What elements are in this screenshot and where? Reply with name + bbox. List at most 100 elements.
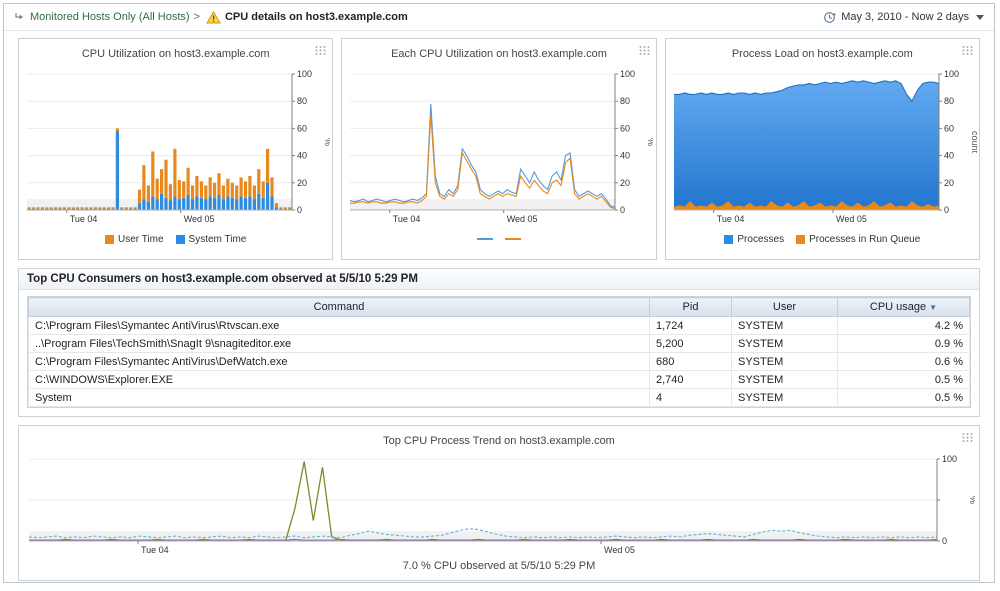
cell-command: C:\Program Files\Symantec AntiVirus\DefW… bbox=[28, 352, 650, 371]
chart-menu-icon[interactable] bbox=[961, 430, 974, 448]
svg-text:80: 80 bbox=[944, 96, 954, 106]
trend-caption: 7.0 % CPU observed at 5/5/10 5:29 PM bbox=[402, 560, 596, 572]
chart-menu-icon[interactable] bbox=[638, 43, 651, 61]
svg-text:Wed 05: Wed 05 bbox=[836, 214, 867, 224]
consumers-table-wrap: Command Pid User CPU usage ▼ C:\Program F… bbox=[27, 296, 971, 408]
svg-text:100: 100 bbox=[944, 69, 959, 79]
top-cpu-consumers-section: Top CPU Consumers on host3.example.com o… bbox=[18, 268, 980, 417]
consumers-table: Command Pid User CPU usage ▼ C:\Program F… bbox=[28, 297, 970, 407]
svg-text:20: 20 bbox=[620, 178, 630, 188]
column-header-cpu-usage[interactable]: CPU usage ▼ bbox=[837, 297, 970, 317]
chart-title: Each CPU Utilization on host3.example.co… bbox=[391, 48, 607, 60]
legend-label: System Time bbox=[188, 233, 247, 245]
svg-text:0: 0 bbox=[297, 205, 302, 215]
consumers-table-body: C:\Program Files\Symantec AntiVirus\Rtvs… bbox=[28, 316, 970, 407]
svg-text:Wed 05: Wed 05 bbox=[507, 214, 538, 224]
table-row[interactable]: System 4 SYSTEM 0.5 % bbox=[28, 388, 970, 407]
cell-pid: 2,740 bbox=[649, 370, 732, 389]
chart-title: Process Load on host3.example.com bbox=[731, 48, 913, 60]
legend-swatch bbox=[476, 238, 493, 240]
chart-menu-icon[interactable] bbox=[314, 43, 327, 61]
cell-command: C:\Program Files\Symantec AntiVirus\Rtvs… bbox=[28, 316, 650, 335]
svg-text:Wed 05: Wed 05 bbox=[184, 214, 215, 224]
chart-title: Top CPU Process Trend on host3.example.c… bbox=[383, 435, 615, 447]
cell-cpu-usage: 4.2 % bbox=[837, 316, 970, 335]
svg-text:0: 0 bbox=[942, 536, 947, 546]
svg-text:Tue 04: Tue 04 bbox=[141, 545, 169, 555]
cell-pid: 680 bbox=[649, 352, 732, 371]
breadcrumb-link[interactable]: Monitored Hosts Only (All Hosts) bbox=[30, 11, 190, 23]
svg-text:60: 60 bbox=[297, 123, 307, 133]
table-row[interactable]: C:\WINDOWS\Explorer.EXE 2,740 SYSTEM 0.5 % bbox=[28, 370, 970, 389]
legend-label: Processes bbox=[737, 233, 785, 245]
legend-swatch bbox=[175, 234, 185, 244]
svg-text:20: 20 bbox=[297, 178, 307, 188]
process-load-panel: Process Load on host3.example.com 0 20 40 6… bbox=[664, 38, 980, 260]
svg-text:100: 100 bbox=[942, 454, 957, 464]
process-load-chart[interactable]: 0 20 40 60 80 100 count Tue 04 Wed 05 bbox=[668, 68, 980, 226]
legend-item bbox=[504, 238, 521, 240]
cell-pid: 4 bbox=[649, 388, 732, 407]
dashboard-page: Monitored Hosts Only (All Hosts) > CPU d… bbox=[3, 3, 995, 583]
svg-text:60: 60 bbox=[620, 123, 630, 133]
legend-label: User Time bbox=[117, 233, 164, 245]
each-cpu-utilization-panel: Each CPU Utilization on host3.example.co… bbox=[341, 38, 657, 260]
consumers-table-header-row: Command Pid User CPU usage ▼ bbox=[28, 297, 970, 317]
svg-text:Tue 04: Tue 04 bbox=[70, 214, 98, 224]
svg-text:20: 20 bbox=[944, 178, 954, 188]
svg-text:100: 100 bbox=[620, 69, 635, 79]
cpu-utilization-chart[interactable]: 0 20 40 60 80 100% Tue 04 Wed 05 bbox=[21, 68, 333, 226]
svg-text:80: 80 bbox=[297, 96, 307, 106]
legend-item bbox=[476, 238, 493, 240]
top-cpu-process-trend-chart[interactable]: 0 100% Tue 04 Wed 05 bbox=[23, 453, 978, 557]
chart-title: CPU Utilization on host3.example.com bbox=[81, 48, 270, 60]
page-title: CPU details on host3.example.com bbox=[224, 11, 408, 23]
cell-user: SYSTEM bbox=[731, 316, 838, 335]
svg-text:40: 40 bbox=[620, 151, 630, 161]
cell-command: System bbox=[28, 388, 650, 407]
each-cpu-utilization-chart[interactable]: 0 20 40 60 80 100% Tue 04 Wed 05 bbox=[344, 68, 656, 226]
time-range-icon bbox=[823, 11, 837, 24]
cell-user: SYSTEM bbox=[731, 388, 838, 407]
column-header-user[interactable]: User bbox=[731, 297, 838, 317]
cpu-utilization-panel: CPU Utilization on host3.example.com 0 20… bbox=[18, 38, 334, 260]
time-range-label: May 3, 2010 - Now 2 days bbox=[841, 11, 969, 23]
charts-row: CPU Utilization on host3.example.com 0 20… bbox=[4, 31, 994, 264]
svg-text:0: 0 bbox=[944, 205, 949, 215]
cell-user: SYSTEM bbox=[731, 334, 838, 353]
cell-cpu-usage: 0.5 % bbox=[837, 388, 970, 407]
legend-swatch bbox=[724, 234, 734, 244]
svg-text:80: 80 bbox=[620, 96, 630, 106]
breadcrumb-separator: > bbox=[193, 11, 200, 23]
cell-command: ..\Program Files\TechSmith\SnagIt 9\snag… bbox=[28, 334, 650, 353]
cell-command: C:\WINDOWS\Explorer.EXE bbox=[28, 370, 650, 389]
chevron-down-icon bbox=[976, 14, 984, 20]
chart-legend: User Time System Time bbox=[19, 226, 332, 252]
chart-legend bbox=[342, 226, 655, 252]
table-row[interactable]: ..\Program Files\TechSmith\SnagIt 9\snag… bbox=[28, 334, 970, 353]
svg-text:60: 60 bbox=[944, 123, 954, 133]
cell-cpu-usage: 0.5 % bbox=[837, 370, 970, 389]
legend-swatch bbox=[104, 234, 114, 244]
cell-user: SYSTEM bbox=[731, 352, 838, 371]
svg-text:100: 100 bbox=[297, 69, 312, 79]
legend-item: System Time bbox=[175, 233, 247, 245]
svg-text:40: 40 bbox=[944, 151, 954, 161]
svg-text:Wed 05: Wed 05 bbox=[604, 545, 635, 555]
table-row[interactable]: C:\Program Files\Symantec AntiVirus\Rtvs… bbox=[28, 316, 970, 335]
breadcrumb-icon bbox=[14, 11, 26, 23]
svg-text:0: 0 bbox=[620, 205, 625, 215]
column-header-command[interactable]: Command bbox=[28, 297, 650, 317]
sort-desc-icon: ▼ bbox=[929, 303, 938, 312]
column-header-pid[interactable]: Pid bbox=[649, 297, 732, 317]
table-row[interactable]: C:\Program Files\Symantec AntiVirus\DefW… bbox=[28, 352, 970, 371]
legend-swatch bbox=[504, 238, 521, 240]
chart-menu-icon[interactable] bbox=[961, 43, 974, 61]
legend-item: Processes in Run Queue bbox=[796, 234, 920, 245]
top-cpu-process-trend-panel: Top CPU Process Trend on host3.example.c… bbox=[18, 425, 980, 581]
svg-text:count: count bbox=[970, 131, 977, 154]
legend-swatch bbox=[796, 234, 806, 244]
cell-pid: 1,724 bbox=[649, 316, 732, 335]
cell-cpu-usage: 0.6 % bbox=[837, 352, 970, 371]
time-range-selector[interactable]: May 3, 2010 - Now 2 days bbox=[823, 11, 984, 24]
